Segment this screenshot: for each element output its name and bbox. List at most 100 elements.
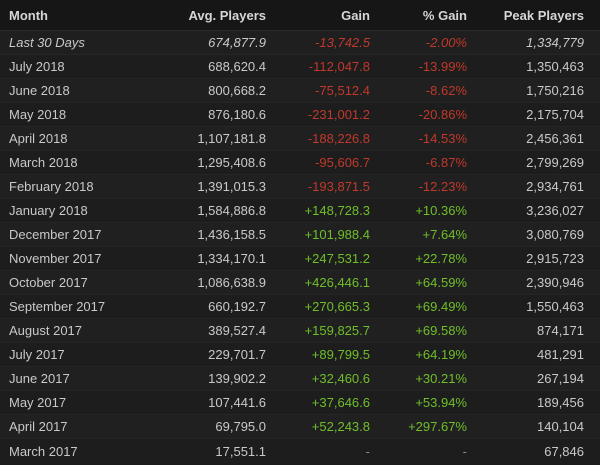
gain-cell: -112,047.8: [308, 59, 370, 74]
table-row: June 2017 139,902.2 +32,460.6 +30.21% 26…: [0, 367, 600, 391]
pct-gain-cell: +69.58%: [415, 323, 467, 338]
gain-cell: +426,446.1: [304, 275, 370, 290]
month-cell: July 2018: [9, 59, 65, 74]
avg-players-cell: 69,795.0: [215, 419, 266, 434]
table-row: April 2018 1,107,181.8 -188,226.8 -14.53…: [0, 127, 600, 151]
header-avg-players[interactable]: Avg. Players: [188, 7, 266, 23]
month-cell: June 2018: [9, 83, 70, 98]
month-cell: December 2017: [9, 227, 102, 242]
gain-cell: +37,646.6: [311, 395, 370, 410]
month-cell: March 2017: [9, 443, 78, 459]
month-cell: October 2017: [9, 275, 88, 290]
month-cell: March 2018: [9, 155, 78, 170]
gain-cell: +52,243.8: [311, 419, 370, 434]
month-cell: April 2017: [9, 419, 68, 434]
table-row: May 2018 876,180.6 -231,001.2 -20.86% 2,…: [0, 103, 600, 127]
gain-cell: +148,728.3: [304, 203, 370, 218]
peak-players-cell: 3,236,027: [526, 203, 584, 218]
pct-gain-cell: +64.19%: [415, 347, 467, 362]
gain-cell: +89,799.5: [311, 347, 370, 362]
table-row: September 2017 660,192.7 +270,665.3 +69.…: [0, 295, 600, 319]
gain-cell: +270,665.3: [304, 299, 370, 314]
table-row: October 2017 1,086,638.9 +426,446.1 +64.…: [0, 271, 600, 295]
table-row: May 2017 107,441.6 +37,646.6 +53.94% 189…: [0, 391, 600, 415]
table-row: November 2017 1,334,170.1 +247,531.2 +22…: [0, 247, 600, 271]
month-cell: May 2017: [9, 395, 67, 410]
avg-players-cell: 1,107,181.8: [197, 131, 266, 146]
month-cell: November 2017: [9, 251, 102, 266]
pct-gain-cell: +10.36%: [415, 203, 467, 218]
table-row: April 2017 69,795.0 +52,243.8 +297.67% 1…: [0, 415, 600, 439]
avg-players-cell: 17,551.1: [215, 443, 266, 459]
peak-players-cell: 2,934,761: [526, 179, 584, 194]
gain-cell: -193,871.5: [307, 179, 370, 194]
month-cell: April 2018: [9, 131, 68, 146]
header-pct-gain[interactable]: % Gain: [422, 7, 467, 23]
gain-cell: -: [365, 443, 370, 459]
avg-players-cell: 1,436,158.5: [197, 227, 266, 242]
pct-gain-cell: -: [462, 443, 467, 459]
month-cell: September 2017: [9, 299, 106, 314]
gain-cell: -75,512.4: [315, 83, 370, 98]
table-row: Last 30 Days 674,877.9 -13,742.5 -2.00% …: [0, 31, 600, 55]
gain-cell: -188,226.8: [307, 131, 370, 146]
peak-players-cell: 874,171: [537, 323, 584, 338]
peak-players-cell: 1,550,463: [526, 299, 584, 314]
pct-gain-cell: +297.67%: [408, 419, 467, 434]
peak-players-cell: 1,750,216: [526, 83, 584, 98]
peak-players-cell: 140,104: [537, 419, 584, 434]
table-row: August 2017 389,527.4 +159,825.7 +69.58%…: [0, 319, 600, 343]
gain-cell: +247,531.2: [304, 251, 370, 266]
gain-cell: -13,742.5: [315, 35, 370, 50]
table-row: July 2017 229,701.7 +89,799.5 +64.19% 48…: [0, 343, 600, 367]
gain-cell: +159,825.7: [304, 323, 370, 338]
table-row: March 2017 17,551.1 - - 67,846: [0, 439, 600, 463]
avg-players-cell: 800,668.2: [208, 83, 266, 98]
avg-players-cell: 389,527.4: [208, 323, 266, 338]
table-row: December 2017 1,436,158.5 +101,988.4 +7.…: [0, 223, 600, 247]
avg-players-cell: 660,192.7: [208, 299, 266, 314]
month-cell: Last 30 Days: [9, 35, 85, 50]
table-row: March 2018 1,295,408.6 -95,606.7 -6.87% …: [0, 151, 600, 175]
month-cell: July 2017: [9, 347, 65, 362]
avg-players-cell: 139,902.2: [208, 371, 266, 386]
pct-gain-cell: +22.78%: [415, 251, 467, 266]
month-cell: June 2017: [9, 371, 70, 386]
pct-gain-cell: +30.21%: [415, 371, 467, 386]
month-cell: February 2018: [9, 179, 94, 194]
pct-gain-cell: +69.49%: [415, 299, 467, 314]
avg-players-cell: 1,295,408.6: [197, 155, 266, 170]
avg-players-cell: 107,441.6: [208, 395, 266, 410]
peak-players-cell: 3,080,769: [526, 227, 584, 242]
pct-gain-cell: +64.59%: [415, 275, 467, 290]
table-header: Month Avg. Players Gain % Gain Peak Play…: [0, 0, 600, 31]
header-gain[interactable]: Gain: [341, 7, 370, 23]
pct-gain-cell: +7.64%: [422, 227, 467, 242]
gain-cell: +32,460.6: [311, 371, 370, 386]
avg-players-cell: 1,584,886.8: [197, 203, 266, 218]
peak-players-cell: 67,846: [544, 443, 584, 459]
avg-players-cell: 229,701.7: [208, 347, 266, 362]
peak-players-cell: 189,456: [537, 395, 584, 410]
peak-players-cell: 2,456,361: [526, 131, 584, 146]
pct-gain-cell: -12.23%: [418, 179, 467, 194]
avg-players-cell: 1,086,638.9: [197, 275, 266, 290]
avg-players-cell: 688,620.4: [208, 59, 266, 74]
table-row: January 2018 1,584,886.8 +148,728.3 +10.…: [0, 199, 600, 223]
header-peak-players[interactable]: Peak Players: [503, 7, 584, 23]
month-cell: May 2018: [9, 107, 67, 122]
peak-players-cell: 2,915,723: [526, 251, 584, 266]
table-row: June 2018 800,668.2 -75,512.4 -8.62% 1,7…: [0, 79, 600, 103]
header-month[interactable]: Month: [9, 7, 48, 23]
table-row: February 2018 1,391,015.3 -193,871.5 -12…: [0, 175, 600, 199]
gain-cell: -231,001.2: [307, 107, 370, 122]
avg-players-cell: 876,180.6: [208, 107, 266, 122]
pct-gain-cell: -2.00%: [425, 35, 467, 50]
pct-gain-cell: -8.62%: [425, 83, 467, 98]
month-cell: January 2018: [9, 203, 88, 218]
peak-players-cell: 2,390,946: [526, 275, 584, 290]
pct-gain-cell: -6.87%: [425, 155, 467, 170]
peak-players-cell: 2,175,704: [526, 107, 584, 122]
peak-players-cell: 1,334,779: [526, 35, 584, 50]
pct-gain-cell: -20.86%: [418, 107, 467, 122]
